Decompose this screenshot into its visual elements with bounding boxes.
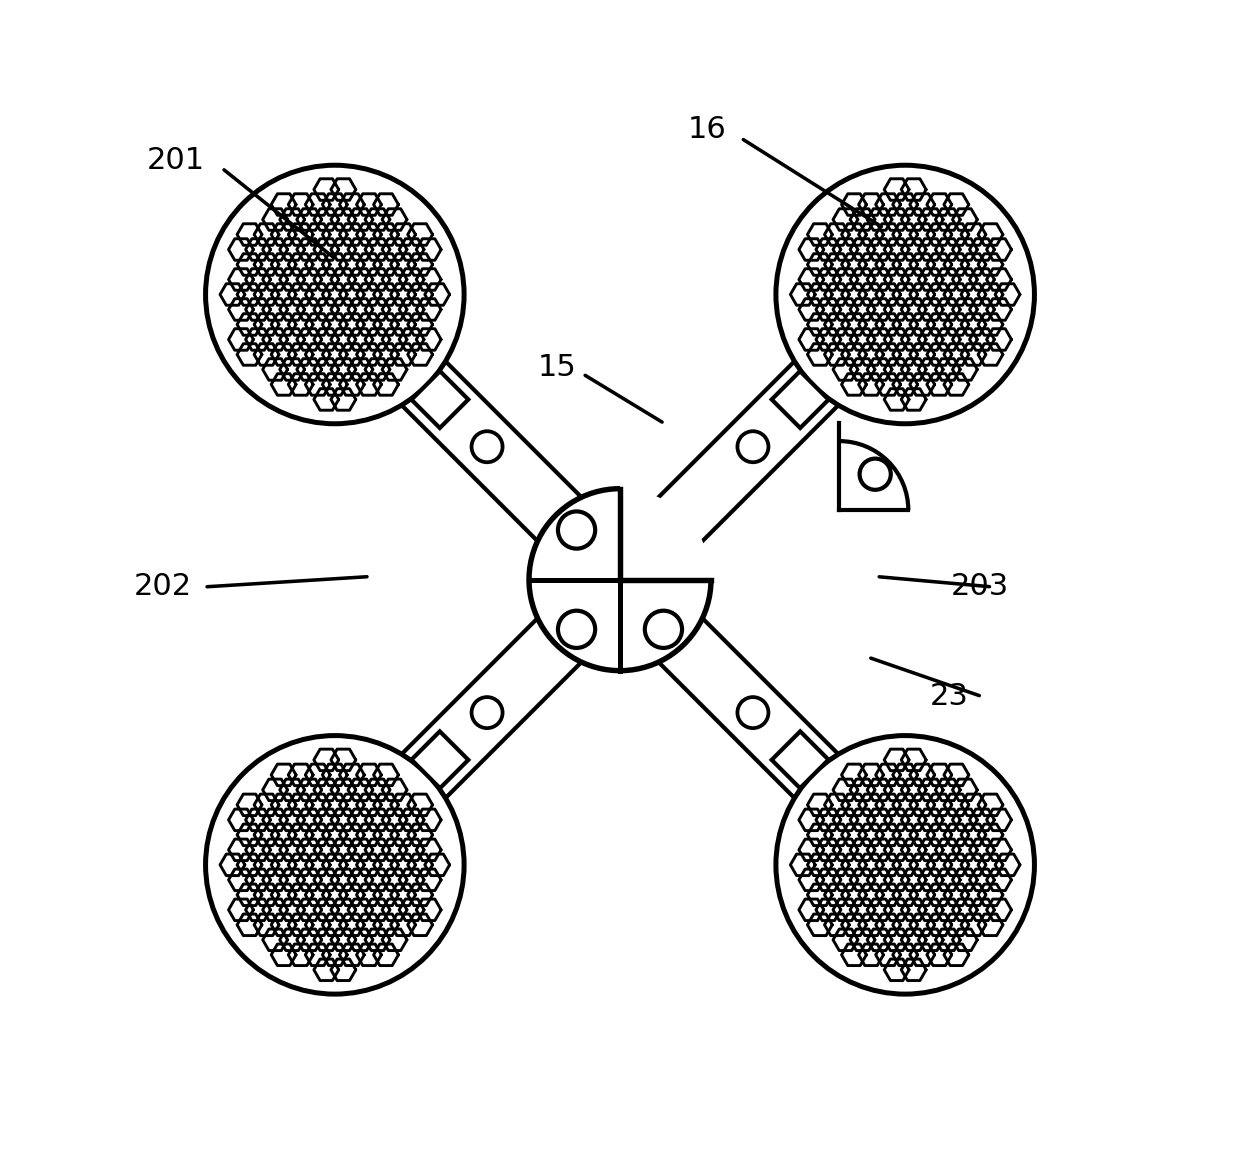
Text: 15: 15 [537, 353, 577, 383]
Polygon shape [771, 732, 828, 788]
Circle shape [776, 735, 1034, 994]
Circle shape [558, 611, 595, 648]
Circle shape [645, 611, 682, 648]
Polygon shape [839, 441, 909, 510]
Circle shape [206, 735, 464, 994]
Circle shape [471, 697, 502, 728]
Text: 16: 16 [687, 115, 725, 145]
Polygon shape [771, 371, 828, 427]
Polygon shape [412, 371, 469, 427]
Text: 23: 23 [930, 683, 970, 711]
Circle shape [738, 697, 769, 728]
Polygon shape [650, 609, 851, 810]
Circle shape [471, 431, 502, 462]
Circle shape [738, 431, 769, 462]
Circle shape [859, 458, 890, 489]
Circle shape [558, 511, 595, 548]
Circle shape [206, 165, 464, 424]
Polygon shape [650, 349, 851, 550]
Text: 201: 201 [146, 146, 205, 176]
Text: 203: 203 [951, 572, 1009, 601]
Circle shape [776, 165, 1034, 424]
Text: 202: 202 [134, 572, 192, 601]
Circle shape [529, 488, 711, 671]
Polygon shape [389, 609, 590, 810]
Polygon shape [389, 349, 590, 550]
Polygon shape [412, 732, 469, 788]
